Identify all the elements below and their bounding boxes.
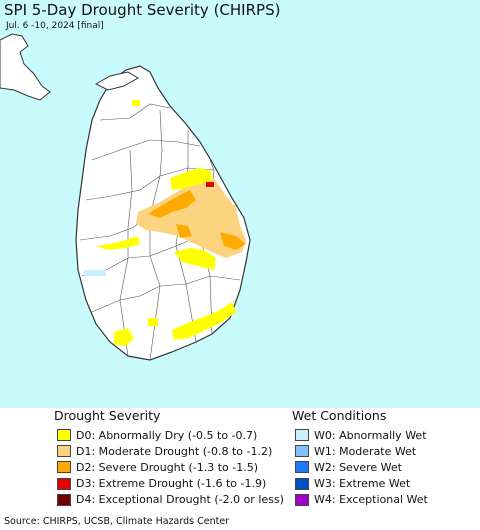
d0-area-northeast xyxy=(170,168,212,190)
w2-label: W2: Severe Wet xyxy=(314,460,402,474)
drought-patches xyxy=(96,100,246,346)
d3-label: D3: Extreme Drought (-1.6 to -1.9) xyxy=(76,477,267,491)
d4-swatch xyxy=(57,493,71,506)
d1-swatch xyxy=(57,445,71,458)
d2-area-central xyxy=(176,224,192,238)
w4-label: W4: Exceptional Wet xyxy=(314,493,428,507)
w3-swatch xyxy=(295,477,309,490)
drought-legend-item-d1: D1: Moderate Drought (-0.8 to -1.2) xyxy=(57,444,272,458)
wet-legend-item-w2: W2: Severe Wet xyxy=(295,460,402,474)
drought-legend-item-d2: D2: Severe Drought (-1.3 to -1.5) xyxy=(57,460,258,474)
w2-swatch xyxy=(295,461,309,474)
d0-area-southwest xyxy=(114,328,134,346)
d0-area-north xyxy=(132,100,140,106)
d0-area-west xyxy=(96,236,140,250)
d0-swatch xyxy=(57,429,71,441)
d2-swatch xyxy=(57,461,71,474)
drought-legend-item-d4: D4: Exceptional Drought (-2.0 or less) xyxy=(57,493,284,507)
d3-area xyxy=(206,182,214,187)
map-panel xyxy=(0,0,480,408)
d0-label: D0: Abnormally Dry (-0.5 to -0.7) xyxy=(76,428,258,442)
w0-area-west xyxy=(84,270,106,276)
map-title: SPI 5-Day Drought Severity (CHIRPS) xyxy=(4,1,281,19)
w0-swatch xyxy=(295,429,309,441)
sri-lanka-map xyxy=(0,33,251,361)
d4-label: D4: Exceptional Drought (-2.0 or less) xyxy=(76,493,284,507)
drought-legend-item-d3: D3: Extreme Drought (-1.6 to -1.9) xyxy=(57,477,266,491)
india-landmass xyxy=(0,33,51,101)
d3-swatch xyxy=(57,477,71,490)
d0-area-southwest-2 xyxy=(148,318,158,326)
w1-swatch xyxy=(295,445,309,458)
d0-area-central xyxy=(174,248,216,270)
d2-area-northeast xyxy=(148,190,196,218)
wet-legend-item-w3: W3: Extreme Wet xyxy=(295,477,410,491)
jaffna-peninsula xyxy=(94,71,139,91)
d0-area-south xyxy=(172,302,236,340)
d2-area-east xyxy=(220,232,246,250)
map-subtitle: Jul. 6 -10, 2024 [final] xyxy=(6,21,104,31)
w3-label: W3: Extreme Wet xyxy=(314,477,411,491)
w4-swatch xyxy=(295,493,309,506)
wet-legend-title: Wet Conditions xyxy=(292,408,387,423)
d2-label: D2: Severe Drought (-1.3 to -1.5) xyxy=(76,460,259,474)
wet-legend-item-w4: W4: Exceptional Wet xyxy=(295,493,428,507)
w0-label: W0: Abnormally Wet xyxy=(314,428,427,442)
wet-legend-item-w1: W1: Moderate Wet xyxy=(295,444,416,458)
w1-label: W1: Moderate Wet xyxy=(314,444,417,458)
d1-label: D1: Moderate Drought (-0.8 to -1.2) xyxy=(76,444,273,458)
d1-area-east xyxy=(136,178,246,258)
drought-legend-title: Drought Severity xyxy=(54,408,161,423)
source-credit: Source: CHIRPS, UCSB, Climate Hazards Ce… xyxy=(4,516,230,527)
drought-legend-item-d0: D0: Abnormally Dry (-0.5 to -0.7) xyxy=(57,428,257,442)
wet-legend-item-w0: W0: Abnormally Wet xyxy=(295,428,427,442)
